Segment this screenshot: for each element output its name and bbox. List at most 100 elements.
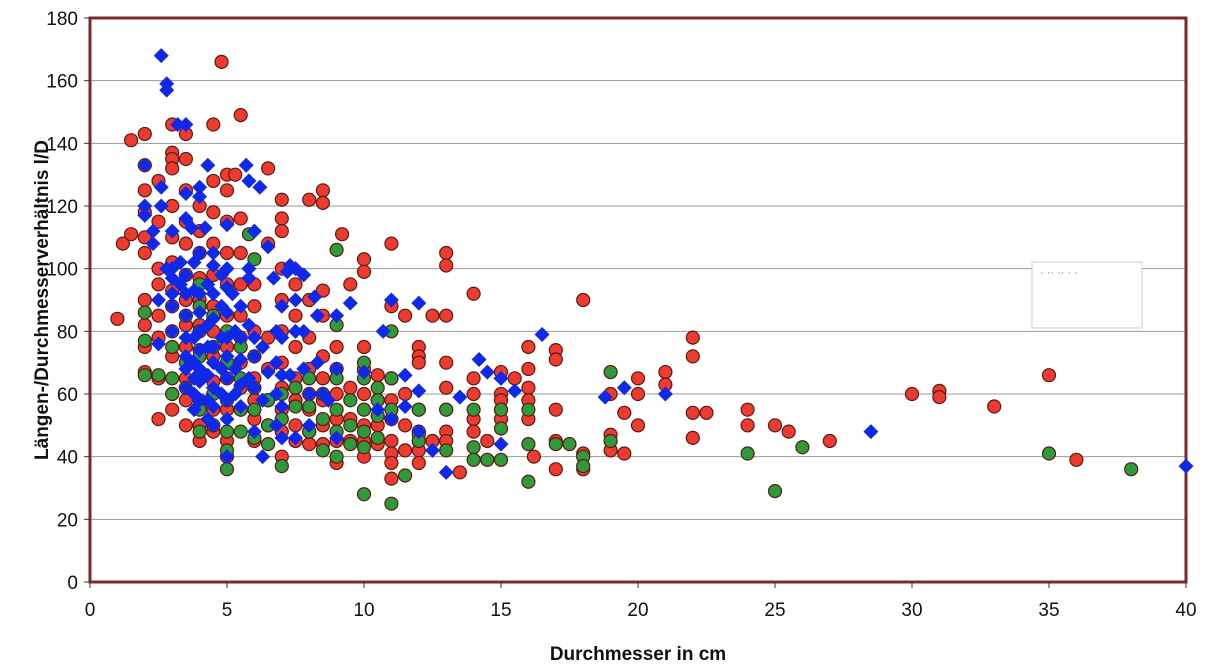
series-1-point: [165, 371, 180, 386]
series-1-point: [219, 424, 235, 439]
series-0-point: [165, 161, 180, 176]
series-0-point: [288, 339, 303, 355]
series-0-point: [685, 430, 700, 445]
series-2-points: [137, 48, 1194, 480]
series-1-point: [329, 402, 344, 417]
series-0-point: [124, 227, 139, 242]
series-1-point: [219, 462, 235, 477]
series-2-point: [288, 323, 303, 339]
series-1-point: [137, 333, 152, 348]
series-0-point: [699, 405, 714, 420]
series-0-point: [630, 386, 646, 402]
series-2-point: [274, 298, 290, 314]
series-1-point: [466, 440, 481, 455]
series-1-point: [356, 424, 372, 439]
series-0-point: [334, 227, 350, 242]
series-2-point: [205, 311, 221, 327]
series-0-point: [151, 214, 166, 229]
series-2-point: [233, 352, 249, 368]
series-0-point: [987, 399, 1002, 414]
series-0-point: [137, 317, 152, 333]
series-0-point: [329, 339, 344, 355]
series-2-point: [268, 417, 284, 433]
series-1-point: [137, 368, 152, 383]
series-1-point: [795, 440, 810, 455]
series-0-point: [576, 292, 591, 308]
legend-frame: [1031, 261, 1143, 329]
series-0-point: [124, 133, 139, 148]
series-0-point: [233, 245, 248, 261]
series-2-point: [178, 185, 194, 201]
series-2-point: [233, 399, 249, 415]
series-0-point: [302, 192, 317, 207]
series-2-point: [145, 223, 161, 239]
series-0-point: [630, 371, 646, 386]
series-0-point: [767, 418, 783, 433]
series-1-point: [165, 386, 180, 402]
series-1-point: [274, 458, 289, 474]
series-2-point: [255, 392, 271, 408]
series-0-point: [206, 117, 221, 132]
series-0-point: [658, 364, 673, 380]
series-1-point: [329, 242, 344, 257]
series-1-point: [356, 402, 372, 417]
series-2-point: [301, 417, 317, 433]
series-2-point: [241, 173, 257, 189]
series-2-point: [205, 245, 221, 261]
series-0-point: [548, 402, 563, 417]
series-2-point: [507, 383, 523, 399]
series-2-point: [151, 336, 166, 352]
series-1-point: [466, 452, 481, 467]
series-2-point: [246, 380, 262, 396]
series-2-point: [375, 323, 391, 339]
series-2-point: [219, 305, 235, 321]
series-0-point: [228, 167, 243, 182]
series-1-point: [493, 452, 509, 467]
series-0-point: [466, 371, 481, 386]
series-1-point: [576, 458, 591, 474]
series-0-point: [178, 418, 193, 433]
series-2-point: [493, 436, 509, 452]
y-axis-title: Längen-/Durchmesserverhältnis l/D: [32, 140, 53, 460]
y-tick-label-140: 140: [46, 134, 78, 155]
x-tick-label-30: 30: [901, 600, 922, 621]
series-0-point: [370, 368, 385, 383]
series-0-point: [526, 449, 541, 464]
series-2-point: [370, 402, 386, 418]
series-0-point: [740, 418, 755, 433]
series-2-point: [192, 392, 208, 408]
series-0-point: [115, 236, 130, 251]
series-2-point: [192, 179, 208, 195]
series-0-point: [151, 308, 166, 323]
series-1-point: [329, 449, 344, 464]
series-2-point: [241, 370, 257, 386]
x-tick-label-0: 0: [85, 600, 96, 621]
series-0-point: [1041, 368, 1057, 383]
series-0-point: [685, 349, 700, 364]
data-points: [110, 48, 1194, 511]
series-0-point: [685, 405, 700, 420]
series-1-point: [302, 399, 317, 414]
series-0-point: [206, 173, 221, 189]
series-1-point: [398, 468, 413, 483]
series-1-point: [521, 402, 536, 417]
series-0-point: [233, 211, 248, 226]
series-2-point: [164, 323, 180, 339]
series-2-point: [178, 330, 194, 346]
series-2-point: [246, 330, 262, 346]
series-0-point: [548, 352, 563, 367]
series-0-point: [384, 236, 399, 251]
series-0-point: [288, 277, 303, 292]
series-2-point: [151, 292, 166, 308]
series-1-point: [603, 364, 618, 380]
series-2-point: [1178, 458, 1194, 474]
series-2-point: [137, 207, 153, 223]
series-2-point: [192, 305, 208, 321]
series-0-point: [384, 471, 399, 486]
series-0-point: [439, 258, 454, 273]
series-1-points: [137, 227, 1139, 511]
series-0-point: [398, 418, 413, 433]
series-1-point: [192, 424, 207, 439]
series-1-point: [1124, 462, 1139, 477]
series-0-point: [439, 380, 454, 395]
